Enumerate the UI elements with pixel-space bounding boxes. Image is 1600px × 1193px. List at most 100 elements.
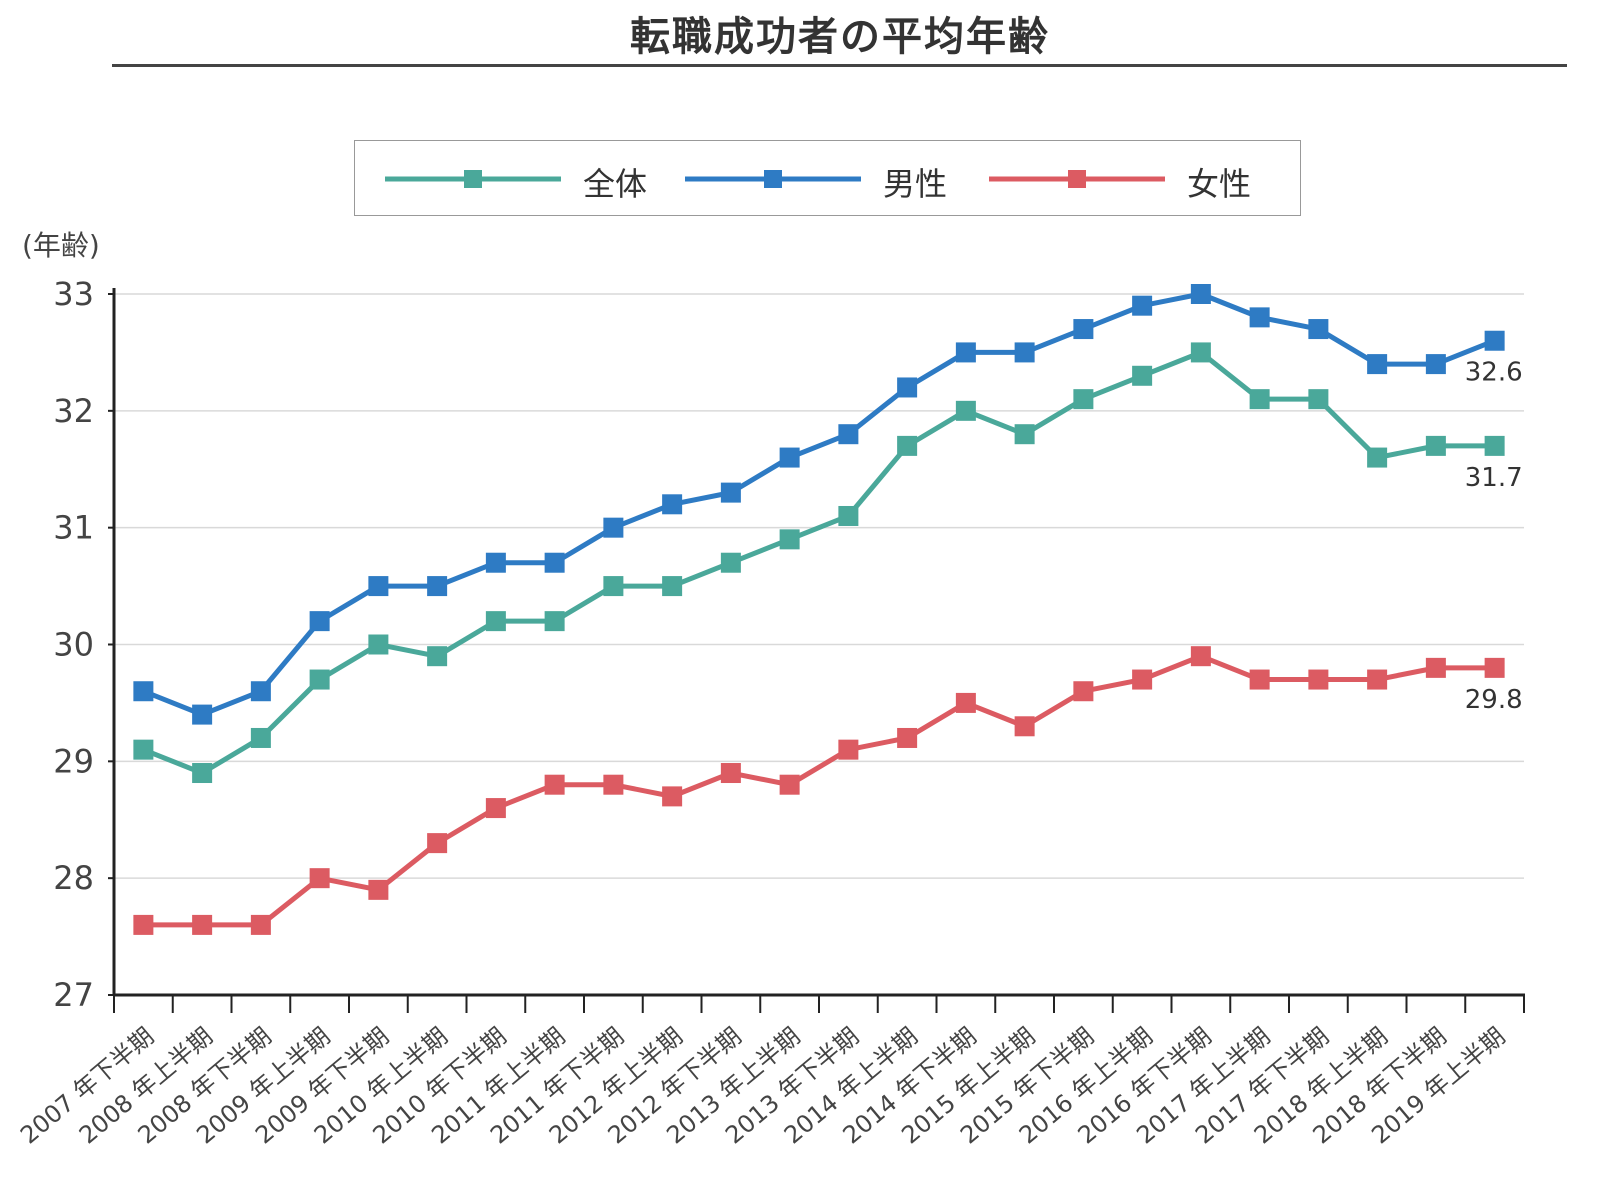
legend-swatch-total (385, 170, 561, 188)
title-divider (112, 64, 1567, 67)
legend-label-total: 全体 (583, 165, 648, 203)
data-point-total (1014, 424, 1035, 445)
data-point-male (1132, 295, 1153, 316)
data-point-male (1425, 354, 1446, 375)
data-point-male (603, 517, 624, 538)
data-point-female (544, 774, 565, 795)
data-point-total (662, 576, 683, 597)
end-label-male: 32.6 (1465, 358, 1523, 388)
end-labels: 31.7 32.6 29.8 (1465, 358, 1523, 715)
data-point-female (1249, 669, 1270, 690)
data-point-male (838, 424, 859, 445)
legend-marker-total (464, 170, 482, 188)
data-point-female (662, 786, 683, 807)
chart-legend: 全体 男性 女性 (354, 140, 1301, 216)
series-line-total (142, 349, 1495, 776)
y-tick-label: 31 (53, 509, 94, 547)
legend-marker-female (1068, 170, 1086, 188)
data-point-female (133, 914, 154, 935)
data-point-male (1190, 284, 1211, 304)
data-point-total (250, 727, 271, 748)
legend-label-male: 男性 (883, 165, 948, 203)
y-tick-label: 27 (53, 976, 94, 1014)
data-point-male (250, 681, 271, 702)
data-point-male (309, 611, 330, 632)
data-point-female (427, 833, 448, 854)
data-point-female (1308, 669, 1329, 690)
data-point-total (838, 505, 859, 526)
data-point-total (897, 435, 918, 456)
y-tick-label: 29 (53, 742, 94, 780)
data-point-male (1249, 307, 1270, 328)
data-point-female (368, 879, 389, 900)
data-point-female (955, 692, 976, 713)
data-point-female (779, 774, 800, 795)
data-point-female (485, 798, 506, 819)
data-point-total (309, 669, 330, 690)
data-point-male (779, 447, 800, 468)
data-point-female (1367, 669, 1388, 690)
series-total (133, 342, 1505, 784)
data-point-total (1308, 389, 1329, 410)
data-point-female (1014, 716, 1035, 737)
data-point-total (1249, 389, 1270, 410)
data-point-male (1484, 330, 1505, 351)
data-point-male (720, 482, 741, 503)
data-point-total (544, 611, 565, 632)
series-line-male (142, 291, 1496, 718)
data-point-female (1132, 669, 1153, 690)
data-point-male (192, 704, 213, 725)
data-point-total (1367, 447, 1388, 468)
y-tick-label: 32 (53, 392, 94, 430)
end-label-female: 29.8 (1465, 685, 1523, 715)
data-point-male (485, 552, 506, 573)
data-point-total (1484, 435, 1505, 456)
data-point-female (1484, 657, 1505, 678)
legend-swatch-female (989, 170, 1165, 188)
legend-marker-male (764, 170, 782, 188)
data-point-total (1190, 342, 1211, 363)
y-tick-label: 30 (53, 626, 94, 664)
series-line-female (143, 653, 1495, 928)
data-point-total (427, 646, 448, 667)
data-point-total (368, 634, 389, 655)
y-axis-unit-label: (年齢) (22, 229, 100, 262)
data-point-male (133, 681, 154, 702)
data-point-female (838, 739, 859, 760)
data-point-female (250, 914, 271, 935)
end-label-total: 31.7 (1465, 463, 1523, 493)
data-point-female (309, 868, 330, 889)
data-point-total (1425, 435, 1446, 456)
data-point-male (955, 342, 976, 363)
data-point-total (1073, 389, 1094, 410)
data-series (133, 284, 1505, 935)
data-point-male (1014, 342, 1035, 363)
data-point-female (192, 914, 213, 935)
data-point-female (1190, 646, 1211, 667)
data-point-total (720, 552, 741, 573)
series-male (133, 284, 1505, 725)
data-point-total (779, 529, 800, 550)
data-point-total (955, 400, 976, 421)
data-point-male (1367, 354, 1388, 375)
y-tick-label: 33 (53, 275, 94, 313)
chart-title: 転職成功者の平均年齢 (630, 14, 1050, 60)
data-point-total (603, 576, 624, 597)
data-point-male (544, 552, 565, 573)
grid-lines (114, 293, 1524, 879)
data-point-female (720, 763, 741, 784)
y-axis-ticks: 27 28 29 30 31 32 33 (53, 275, 114, 1014)
data-point-male (368, 576, 389, 597)
data-point-male (1073, 319, 1094, 340)
data-point-male (427, 576, 448, 597)
data-point-total (133, 739, 154, 760)
y-tick-label: 28 (53, 859, 94, 897)
data-point-male (897, 377, 918, 398)
data-point-male (1308, 319, 1329, 340)
legend-swatch-male (685, 170, 861, 188)
data-point-female (897, 727, 918, 748)
data-point-female (603, 774, 624, 795)
data-point-total (1132, 365, 1153, 386)
